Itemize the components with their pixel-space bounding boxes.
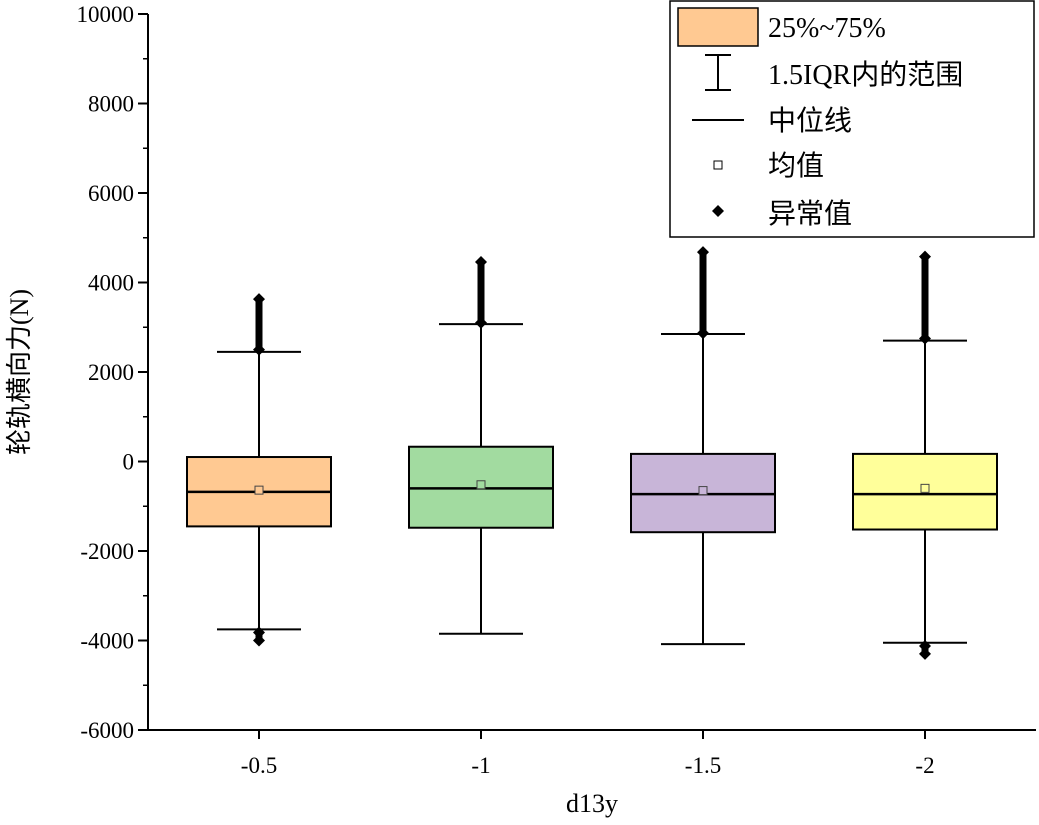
- outliers-high-end: [475, 256, 487, 269]
- legend-whisker-icon: [705, 54, 731, 91]
- box-4: [852, 250, 998, 660]
- outliers-low-end: [253, 634, 265, 647]
- legend-label-mean: 均值: [768, 150, 824, 182]
- y-tick-label: 4000: [88, 271, 134, 296]
- outliers-high: [699, 251, 707, 334]
- legend-label-whisker-range: 1.5IQR内的范围: [768, 59, 963, 91]
- x-tick-label: -1: [471, 753, 490, 778]
- y-axis-title: 轮轨横向力(N): [5, 289, 34, 455]
- y-tick-label: 6000: [88, 181, 134, 206]
- mean-marker: [698, 486, 708, 496]
- outliers-low-end: [919, 647, 931, 660]
- y-tick-label: 2000: [88, 360, 134, 385]
- outliers-high-end: [253, 293, 265, 306]
- y-tick-label: -2000: [80, 539, 134, 564]
- outliers-high-end: [697, 246, 709, 259]
- x-tick-label: -2: [915, 753, 934, 778]
- y-tick-label: 10000: [77, 2, 135, 27]
- legend-mean-icon: [713, 160, 723, 170]
- box-3: [630, 246, 776, 646]
- y-tick-label: 0: [123, 450, 135, 475]
- y-tick-label: -4000: [80, 629, 134, 654]
- y-tick-label: -6000: [80, 718, 134, 743]
- box-1: [186, 293, 332, 647]
- x-axis-title: d13y: [566, 789, 618, 818]
- outliers-high-end: [475, 316, 487, 329]
- y-axis-ticks: 10000 8000 6000 4000 2000 0 -2000 -4000 -6000: [77, 2, 148, 743]
- outliers-high: [921, 255, 929, 339]
- legend-outlier-icon: [712, 205, 724, 217]
- outliers-high-end: [919, 250, 931, 263]
- boxes-group: [186, 246, 998, 660]
- outliers-high: [255, 298, 263, 350]
- x-tick-label: -0.5: [241, 753, 277, 778]
- legend-label-median: 中位线: [768, 105, 852, 137]
- legend-label-outlier: 异常值: [768, 198, 852, 230]
- legend: 25%~75% 1.5IQR内的范围 中位线 均值 异常值: [669, 0, 1035, 238]
- x-tick-label: -1.5: [685, 753, 721, 778]
- mean-marker: [920, 483, 930, 493]
- x-axis-ticks: -0.5 -1 -1.5 -2: [241, 730, 935, 778]
- outliers-high: [477, 261, 485, 323]
- y-tick-label: 8000: [88, 92, 134, 117]
- mean-marker: [254, 485, 264, 495]
- mean-marker: [476, 480, 486, 490]
- legend-label-iqr-box: 25%~75%: [768, 13, 886, 44]
- legend-iqr-swatch: [677, 7, 759, 47]
- box-2: [408, 256, 554, 635]
